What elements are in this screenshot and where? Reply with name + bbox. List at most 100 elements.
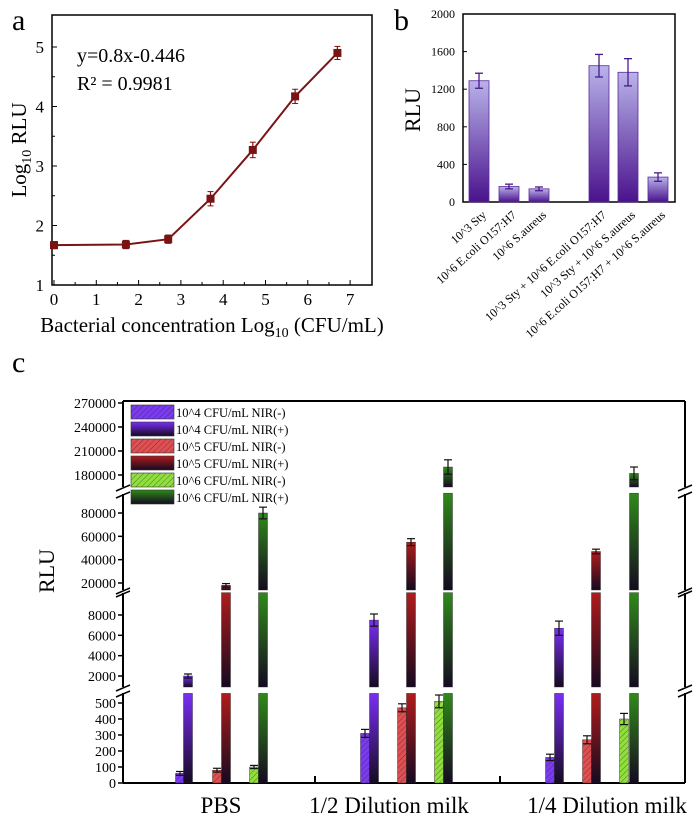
- x-tick-label: 1/2 Dilution milk: [309, 793, 469, 818]
- legend-swatch: [130, 438, 175, 454]
- y-axis-label-part: Log: [7, 163, 31, 197]
- bar: [249, 766, 259, 784]
- equation-annotation: y=0.8x-0.446: [77, 45, 185, 67]
- y-tick-label: 240000: [74, 421, 116, 436]
- x-tick-label: 1: [92, 290, 101, 309]
- y-tick-label: 300: [95, 729, 116, 744]
- x-axis-label-part: 10: [275, 326, 289, 341]
- y-tick-label: 4000: [88, 650, 116, 665]
- x-tick-label: 4: [219, 290, 228, 309]
- y-tick-label: 210000: [74, 445, 116, 460]
- data-point: [50, 241, 58, 250]
- y-axis-label: RLU: [400, 88, 425, 132]
- y-tick-label: 400: [95, 713, 116, 728]
- bar: [629, 492, 639, 591]
- r-squared-annotation: R² = 0.9981: [77, 73, 173, 95]
- plot-frame: [462, 13, 676, 203]
- x-tick-label: 6: [304, 290, 313, 309]
- legend-label: 10^6 CFU/mL NIR(+): [176, 491, 288, 505]
- y-tick-label: 0: [109, 777, 116, 792]
- bar: [406, 592, 416, 688]
- y-tick-label: 4: [36, 98, 45, 117]
- legend-swatch: [130, 455, 175, 471]
- bar: [406, 693, 416, 784]
- bar: [554, 628, 564, 688]
- y-tick-label: 8000: [88, 609, 116, 624]
- bar: [591, 693, 601, 784]
- panel-label-c: c: [12, 346, 25, 379]
- data-point: [206, 194, 215, 203]
- x-tick-label: 5: [261, 290, 270, 309]
- axis-break-mark: [677, 484, 693, 492]
- bar: [369, 693, 379, 784]
- y-axis-label: RLU: [34, 549, 59, 593]
- y-axis-label: Log10 RLU: [7, 102, 35, 197]
- bar: [258, 592, 268, 688]
- y-tick-label: 80000: [81, 507, 116, 522]
- x-tick-label: 0: [50, 290, 59, 309]
- x-tick-label: 1/4 Dilution milk: [527, 793, 687, 818]
- plot-frame: [51, 14, 373, 286]
- y-tick-label: 2: [36, 217, 45, 236]
- y-axis-label-part: RLU: [7, 102, 31, 149]
- axis-break-mark: [677, 590, 693, 598]
- axis-break-mark: [115, 484, 131, 492]
- y-tick-label: 1600: [431, 45, 455, 59]
- legend-swatch: [130, 404, 175, 420]
- y-tick-label: 400: [437, 157, 455, 171]
- bar: [397, 707, 407, 784]
- bar: [183, 693, 193, 784]
- bar: [443, 693, 453, 784]
- axis-break-mark: [115, 690, 131, 698]
- legend-swatch: [130, 421, 175, 437]
- y-tick-label: 40000: [81, 554, 116, 569]
- x-axis-label-part: (CFU/mL): [289, 313, 384, 337]
- bar: [468, 80, 490, 203]
- bar: [582, 739, 592, 784]
- y-tick-label: 500: [95, 697, 116, 712]
- data-point: [333, 48, 342, 57]
- axis-break-mark: [115, 491, 131, 499]
- bar: [443, 492, 453, 591]
- bar: [629, 693, 639, 784]
- bar: [591, 592, 601, 688]
- legend-label: 10^4 CFU/mL NIR(-): [176, 406, 286, 420]
- legend-label: 10^5 CFU/mL NIR(-): [176, 440, 286, 454]
- legend-label: 10^6 CFU/mL NIR(-): [176, 474, 286, 488]
- y-tick-label: 2000: [431, 7, 455, 21]
- y-tick-label: 0: [449, 195, 455, 209]
- x-axis-label: Bacterial concentration Log10 (CFU/mL): [40, 313, 384, 341]
- y-tick-label: 270000: [74, 397, 116, 412]
- bar: [617, 71, 639, 203]
- bar: [369, 619, 379, 688]
- axis-break-mark: [677, 690, 693, 698]
- axis-break-mark: [115, 590, 131, 598]
- bar: [443, 592, 453, 688]
- bar: [545, 757, 555, 784]
- data-point: [121, 240, 130, 249]
- x-tick-label: 3: [177, 290, 186, 309]
- y-tick-label: 800: [437, 120, 455, 134]
- bar: [258, 693, 268, 784]
- data-point: [164, 235, 173, 244]
- x-tick-label: PBS: [201, 793, 242, 818]
- y-tick-label: 60000: [81, 530, 116, 545]
- axis-break-mark: [115, 684, 131, 692]
- y-tick-label: 200: [95, 745, 116, 760]
- y-axis-label-part: 10: [20, 150, 35, 164]
- data-point: [248, 145, 257, 154]
- y-tick-label: 180000: [74, 469, 116, 484]
- y-tick-label: 100: [95, 761, 116, 776]
- legend-label: 10^5 CFU/mL NIR(+): [176, 457, 288, 471]
- axis-break-mark: [677, 491, 693, 499]
- y-tick-label: 2000: [88, 670, 116, 685]
- y-tick-label: 1: [36, 276, 45, 295]
- bar: [619, 718, 629, 784]
- y-tick-label: 20000: [81, 577, 116, 592]
- x-tick-label: 7: [346, 290, 355, 309]
- legend-label: 10^4 CFU/mL NIR(+): [176, 423, 288, 437]
- bar: [221, 693, 231, 784]
- y-tick-label: 6000: [88, 629, 116, 644]
